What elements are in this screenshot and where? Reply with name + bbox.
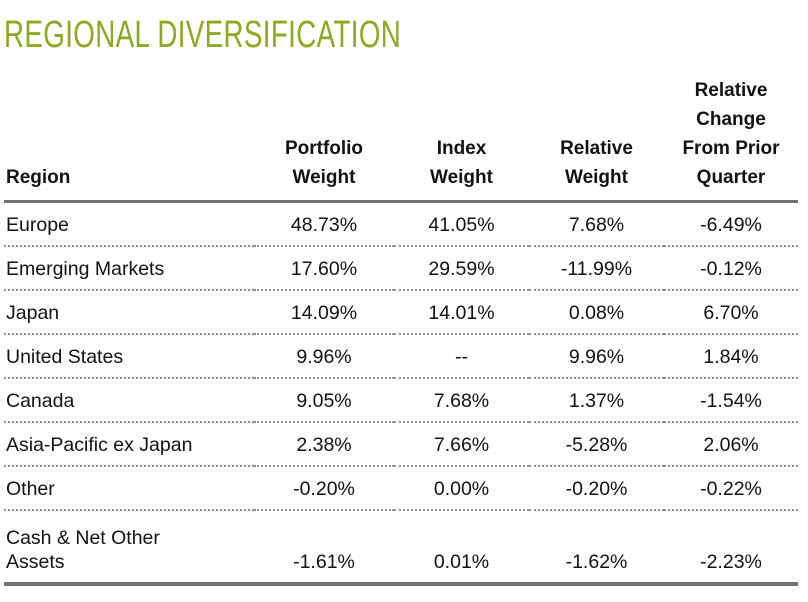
index-weight-cell: 7.66%	[394, 421, 529, 467]
table-row-europe: Europe 48.73% 41.05% 7.68% -6.49%	[4, 201, 798, 247]
column-header-portfolio-weight: Portfolio Weight	[254, 76, 394, 203]
column-header-region: Region	[4, 76, 254, 203]
column-header-line: From Prior	[682, 138, 780, 159]
relative-change-cell: -0.12%	[664, 245, 798, 291]
regional-diversification-table: Region Portfolio Weight Index Weight Rel…	[4, 76, 798, 586]
portfolio-weight-cell: 9.05%	[254, 377, 394, 423]
column-header-index-weight: Index Weight	[394, 76, 529, 203]
portfolio-weight-cell: 48.73%	[254, 201, 394, 247]
portfolio-weight-cell: -1.61%	[254, 509, 394, 586]
region-cell: Other	[4, 465, 254, 511]
relative-change-cell: 6.70%	[664, 289, 798, 335]
column-header-line: Change	[696, 109, 766, 130]
relative-weight-cell: 0.08%	[529, 289, 664, 335]
column-header-line: Weight	[430, 167, 493, 188]
index-weight-cell: 7.68%	[394, 377, 529, 423]
region-cell: Europe	[4, 201, 254, 247]
portfolio-weight-cell: 17.60%	[254, 245, 394, 291]
table-row-japan: Japan 14.09% 14.01% 0.08% 6.70%	[4, 289, 798, 335]
relative-change-cell: 1.84%	[664, 333, 798, 379]
column-header-line: Weight	[565, 167, 628, 188]
region-cell: Canada	[4, 377, 254, 423]
relative-weight-cell: 7.68%	[529, 201, 664, 247]
column-header-line: Portfolio	[284, 138, 364, 159]
relative-weight-cell: -5.28%	[529, 421, 664, 467]
index-weight-cell: 29.59%	[394, 245, 529, 291]
region-cell: United States	[4, 333, 254, 379]
column-header-relative-change: Relative Change From Prior Quarter	[664, 76, 798, 203]
column-header-line: Relative	[560, 138, 633, 159]
relative-change-cell: -6.49%	[664, 201, 798, 247]
table-row-cash-net-other-assets: Cash & Net Other Assets -1.61% 0.01% -1.…	[4, 509, 798, 586]
table-row-united-states: United States 9.96% -- 9.96% 1.84%	[4, 333, 798, 379]
relative-weight-cell: 9.96%	[529, 333, 664, 379]
table-header-row: Region Portfolio Weight Index Weight Rel…	[4, 76, 798, 203]
portfolio-weight-cell: -0.20%	[254, 465, 394, 511]
table-row-emerging-markets: Emerging Markets 17.60% 29.59% -11.99% -…	[4, 245, 798, 291]
column-header-line: Index	[436, 138, 487, 159]
index-weight-cell: 14.01%	[394, 289, 529, 335]
relative-change-cell: 2.06%	[664, 421, 798, 467]
relative-change-cell: -0.22%	[664, 465, 798, 511]
relative-weight-cell: -0.20%	[529, 465, 664, 511]
table-row-canada: Canada 9.05% 7.68% 1.37% -1.54%	[4, 377, 798, 423]
index-weight-cell: --	[394, 333, 529, 379]
table-row-other: Other -0.20% 0.00% -0.20% -0.22%	[4, 465, 798, 511]
index-weight-cell: 0.00%	[394, 465, 529, 511]
section-title: REGIONAL DIVERSIFICATION	[4, 14, 402, 56]
index-weight-cell: 41.05%	[394, 201, 529, 247]
region-cell: Cash & Net Other Assets	[4, 509, 254, 586]
relative-change-cell: -2.23%	[664, 509, 798, 586]
relative-change-cell: -1.54%	[664, 377, 798, 423]
region-cell: Asia-Pacific ex Japan	[4, 421, 254, 467]
column-header-line: Quarter	[696, 167, 766, 188]
column-header-label: Region	[6, 167, 71, 188]
region-cell: Emerging Markets	[4, 245, 254, 291]
portfolio-weight-cell: 2.38%	[254, 421, 394, 467]
column-header-line: Weight	[292, 167, 356, 188]
column-header-relative-weight: Relative Weight	[529, 76, 664, 203]
region-cell: Japan	[4, 289, 254, 335]
column-header-line: Relative	[694, 80, 768, 101]
portfolio-weight-cell: 14.09%	[254, 289, 394, 335]
table-row-asia-pacific-ex-japan: Asia-Pacific ex Japan 2.38% 7.66% -5.28%…	[4, 421, 798, 467]
portfolio-weight-cell: 9.96%	[254, 333, 394, 379]
relative-weight-cell: -11.99%	[529, 245, 664, 291]
index-weight-cell: 0.01%	[394, 509, 529, 586]
relative-weight-cell: -1.62%	[529, 509, 664, 586]
relative-weight-cell: 1.37%	[529, 377, 664, 423]
